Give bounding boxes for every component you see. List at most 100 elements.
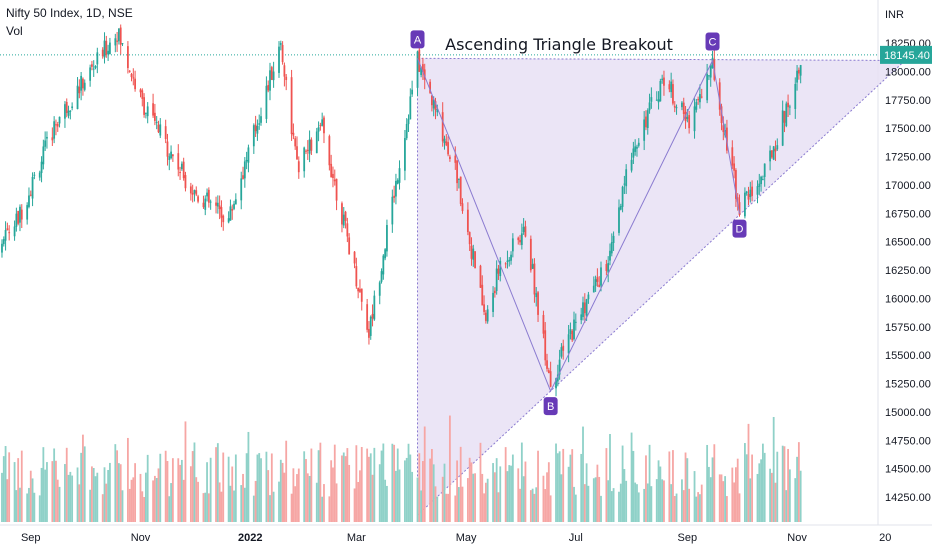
candle-body [380,271,383,282]
volume-bar [600,495,602,522]
volume-bar [215,447,217,522]
volume-bar [333,444,336,522]
volume-bar [204,492,207,522]
candle-body [774,148,777,152]
candle-body [371,313,374,319]
candle-body [6,228,9,231]
volume-bar [459,446,462,522]
candle-body [382,255,385,275]
volume-bar [285,440,288,522]
volume-bar [751,454,753,522]
volume-bar [519,488,521,522]
candle-body [468,232,471,245]
volume-bar [470,462,473,522]
volume-bar [182,479,185,522]
candle-body [323,117,325,134]
candle-body [132,77,135,79]
volume-bar [646,483,649,522]
point-label-c: C [709,36,717,48]
candle-body [573,319,575,340]
candle-body [623,183,626,185]
candle-body [46,136,48,139]
candle-body [292,132,295,136]
candle-body [700,96,703,98]
candle-body [686,116,689,120]
candle-body [416,51,419,88]
volume-bar [114,444,117,522]
candle-body [645,116,647,128]
chart-title: Nifty 50 Index, 1D, NSE [6,6,133,20]
volume-bar [315,482,318,522]
candle-body [574,321,577,323]
volume-bar [436,496,439,522]
x-tick-label: 2022 [238,532,262,544]
volume-bar [555,443,557,522]
volume-bar [567,466,570,522]
volume-label: Vol [6,24,23,38]
volume-bar [396,448,399,522]
candle-body [587,294,590,300]
volume-bar [531,488,534,522]
candle-body [272,71,275,81]
candle-body [738,202,741,215]
volume-bar [699,494,701,522]
volume-bar [420,490,423,522]
volume-bar [574,494,577,522]
volume-bar [738,493,741,522]
volume-bar [67,474,70,522]
volume-bar [461,486,464,522]
candle-body [745,191,748,194]
candle-body [391,196,394,225]
x-tick-label: Mar [347,532,366,544]
volume-bar [265,451,268,522]
candle-body [2,239,5,245]
volume-bar [681,479,683,522]
candle-body [330,163,333,178]
volume-bar [794,478,797,522]
candle-body [657,99,660,103]
candle-body [58,116,61,124]
volume-bar [20,450,23,522]
volume-bar [290,493,293,522]
candle-body [114,38,117,46]
candle-body [29,194,32,196]
candle-body [688,115,691,129]
x-tick-label: 20 [879,532,891,544]
x-tick-label: Sep [21,532,41,544]
volume-bar [33,492,36,522]
volume-bar [382,443,385,522]
candle-body [720,106,723,124]
volume-bar [493,472,496,522]
candle-body [78,86,81,94]
candle-body [94,66,97,68]
volume-bar [726,496,728,522]
candle-body [82,78,84,89]
candle-body [366,304,369,330]
candle-body [101,49,104,57]
candle-body [706,74,709,101]
volume-bar [386,485,388,522]
volume-bar [69,471,72,522]
point-label-b: B [547,401,554,413]
y-tick-label: 16000.00 [885,293,931,305]
candle-body [749,189,752,198]
volume-bar [506,471,509,522]
point-label-d: D [736,224,744,236]
y-tick-label: 15000.00 [885,407,931,419]
volume-bar [659,466,662,522]
volume-bar [560,474,563,522]
candle-body [396,180,399,184]
candle-body [668,84,671,90]
candle-body [96,52,99,65]
volume-bar [418,453,421,522]
candle-body [260,116,262,123]
candle-body [83,82,86,90]
candle-body [569,329,572,335]
y-tick-label: 15250.00 [885,379,931,391]
volume-bar [747,423,750,522]
volume-bar [157,468,160,522]
candle-body [127,46,129,69]
candle-body [785,103,788,127]
volume-bar [371,474,374,522]
